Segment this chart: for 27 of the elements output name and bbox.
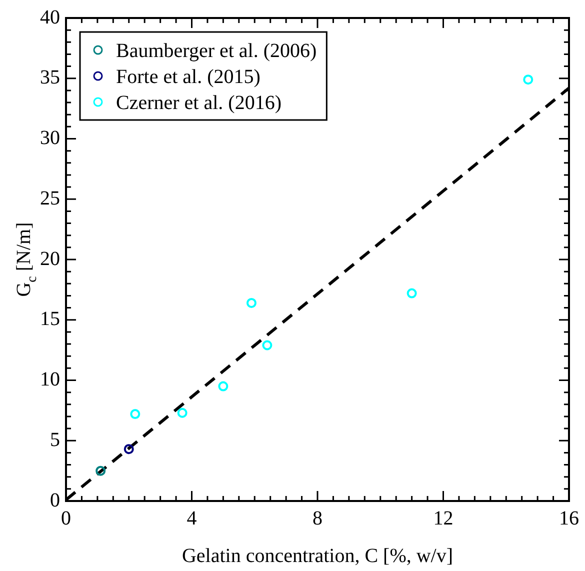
y-tick-label: 10 [40, 368, 60, 390]
point [262, 340, 272, 350]
y-axis-title: Gc [N/m] [13, 222, 40, 297]
x-tick-label: 8 [312, 507, 322, 530]
y-tick-label: 0 [50, 489, 60, 512]
point [246, 298, 256, 308]
point [130, 409, 140, 420]
point [406, 288, 417, 298]
legend-label: Baumberger et al. (2006) [116, 40, 317, 62]
point [177, 408, 188, 418]
y-tick-label: 30 [40, 127, 60, 149]
y-tick-label: 40 [40, 6, 60, 28]
y-tick-label: 15 [40, 308, 60, 330]
point [96, 466, 106, 476]
point [218, 381, 228, 392]
x-tick-label: 16 [559, 507, 579, 530]
y-tick-label: 35 [40, 66, 60, 89]
y-tick-label: 25 [40, 187, 60, 210]
point [523, 74, 534, 85]
y-tick-label: 5 [50, 428, 60, 451]
legend-label: Czerner et al. (2016) [116, 92, 282, 114]
y-tick-label: 20 [40, 248, 60, 270]
legend-label: Forte et al. (2015) [116, 66, 260, 88]
x-axis-title: Gelatin concentration, C [%, w/v] [182, 545, 454, 567]
x-tick-label: 4 [186, 507, 197, 530]
point [124, 444, 134, 454]
x-tick-label: 12 [433, 507, 454, 530]
